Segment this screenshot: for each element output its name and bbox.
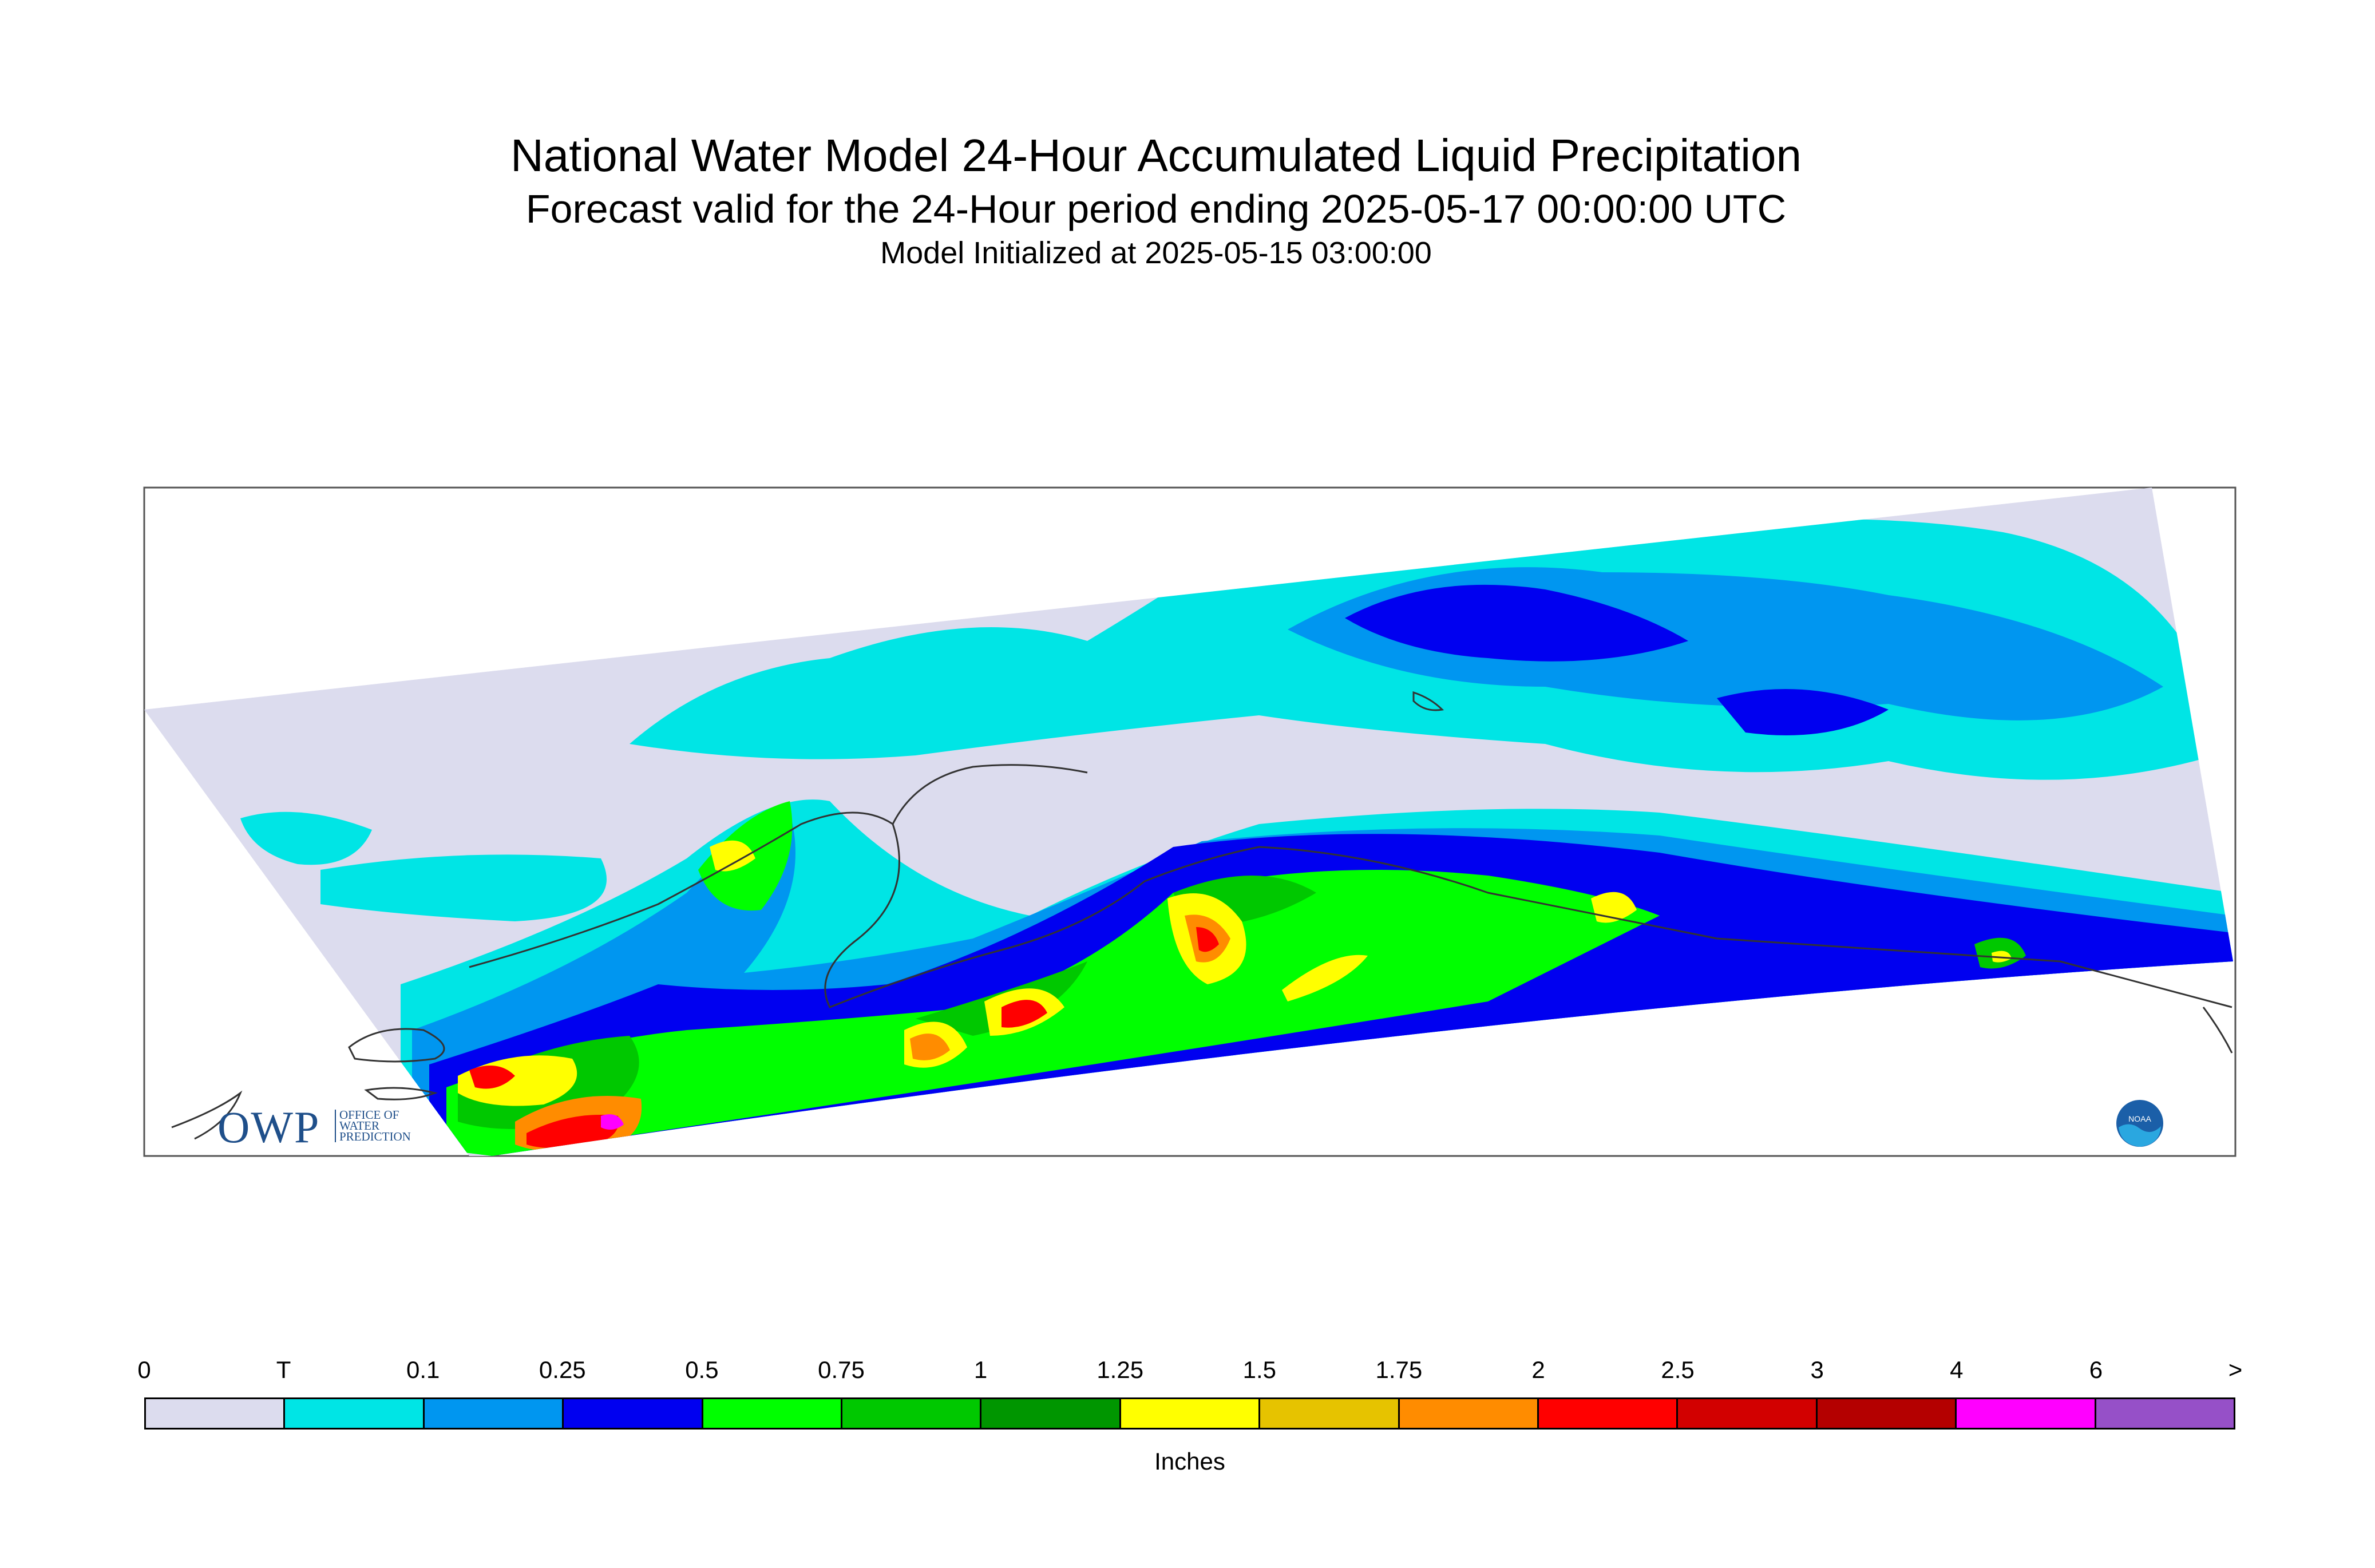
legend-color-segment bbox=[285, 1399, 425, 1428]
legend-color-segment bbox=[1678, 1399, 1818, 1428]
owp-logo-subtext: OFFICE OF WATER PREDICTION bbox=[335, 1109, 411, 1143]
noaa-logo: NOAA bbox=[2116, 1100, 2163, 1147]
legend-color-segment bbox=[1399, 1399, 1539, 1428]
legend-color-segment bbox=[564, 1399, 703, 1428]
legend-color-segment bbox=[1121, 1399, 1261, 1428]
legend-color-segment bbox=[424, 1399, 564, 1428]
legend-tick-label: 0.25 bbox=[539, 1356, 586, 1383]
legend-tick-label: 0.1 bbox=[406, 1356, 440, 1383]
legend-tick-label: 1.5 bbox=[1242, 1356, 1276, 1383]
legend-color-segment bbox=[146, 1399, 286, 1428]
map-subtitle: Forecast valid for the 24-Hour period en… bbox=[525, 187, 1787, 231]
legend-tick-label: T bbox=[276, 1356, 291, 1383]
legend-tick-label: 1.25 bbox=[1097, 1356, 1144, 1383]
legend-color-segment bbox=[1539, 1399, 1679, 1428]
legend-color-segment bbox=[2096, 1399, 2234, 1428]
owp-logo-text: OWP bbox=[217, 1102, 320, 1152]
owp-logo: OWP OFFICE OF WATER PREDICTION bbox=[217, 1102, 411, 1153]
legend-tick-label: 4 bbox=[1950, 1356, 1964, 1383]
legend-color-segment bbox=[842, 1399, 982, 1428]
legend-tick-label: 1 bbox=[973, 1356, 988, 1383]
svg-text:NOAA: NOAA bbox=[2128, 1114, 2151, 1123]
legend-tick-label: > bbox=[2228, 1356, 2243, 1383]
legend-tick-label: 1.75 bbox=[1375, 1356, 1423, 1383]
legend-tick-label: 0.5 bbox=[685, 1356, 719, 1383]
legend-tick-label: 6 bbox=[2089, 1356, 2103, 1383]
legend-tick-label: 0 bbox=[137, 1356, 151, 1383]
precip-field bbox=[240, 519, 2233, 1156]
legend-color-segment bbox=[703, 1399, 843, 1428]
legend-tick-label: 2.5 bbox=[1661, 1356, 1695, 1383]
map-title: National Water Model 24-Hour Accumulated… bbox=[510, 130, 1802, 181]
legend-units: Inches bbox=[1154, 1448, 1225, 1475]
legend-color-segment bbox=[1260, 1399, 1400, 1428]
legend-color-segment bbox=[1957, 1399, 2096, 1428]
legend-color-segment bbox=[981, 1399, 1121, 1428]
legend-tick-label: 2 bbox=[1531, 1356, 1545, 1383]
legend-colorbar bbox=[144, 1397, 2235, 1430]
legend-tick-label: 0.75 bbox=[818, 1356, 865, 1383]
legend-tick-label: 3 bbox=[1810, 1356, 1824, 1383]
coastlines bbox=[171, 691, 2233, 1140]
legend-color-segment bbox=[1817, 1399, 1957, 1428]
model-init-line: Model Initialized at 2025-05-15 03:00:00 bbox=[880, 236, 1432, 270]
